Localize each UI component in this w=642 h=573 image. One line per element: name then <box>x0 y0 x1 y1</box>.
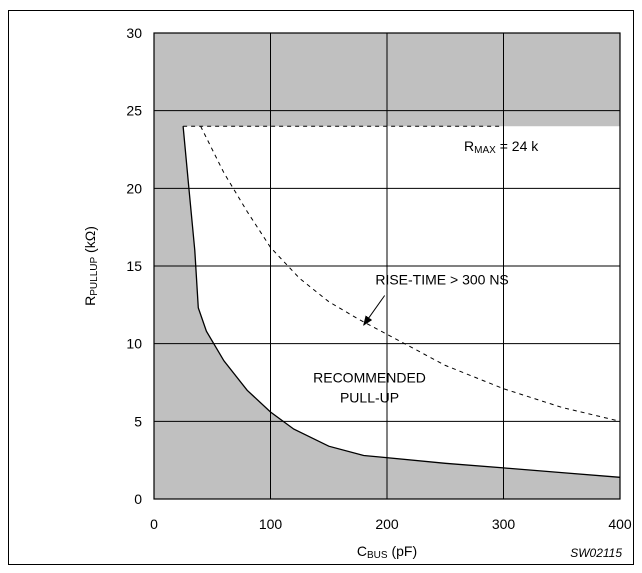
rise-time-annotation: RISE-TIME > 300 NS <box>375 272 508 288</box>
y-tick-label-10: 10 <box>126 336 142 352</box>
y-tick-label-30: 30 <box>126 25 142 41</box>
rise-time-arrow <box>363 295 386 326</box>
x-tick-label-100: 100 <box>259 516 283 532</box>
y-tick-label-25: 25 <box>126 103 142 119</box>
figure-id: SW02115 <box>570 546 622 560</box>
y-tick-label-0: 0 <box>134 491 142 507</box>
curves <box>182 125 621 478</box>
y-tick-label-5: 5 <box>134 413 142 429</box>
recommended-region <box>183 126 620 478</box>
minimum-pullup-curve <box>182 126 621 478</box>
plot-border <box>153 32 621 500</box>
tick-labels: 0 100 200 300 400 0 5 10 15 20 25 30 <box>126 25 631 532</box>
grid-lines <box>153 32 621 500</box>
y-tick-label-20: 20 <box>126 180 142 196</box>
y-tick-label-15: 15 <box>126 258 142 274</box>
x-axis-label: CBUS (pF) <box>357 543 417 561</box>
y-axis-label: RPULLUP (kΩ) <box>82 226 100 306</box>
x-tick-label-300: 300 <box>492 516 516 532</box>
rise-time-curve <box>200 125 621 422</box>
recommended-label-line2: PULL-UP <box>340 390 399 406</box>
x-tick-label-200: 200 <box>375 516 399 532</box>
recommended-label-line1: RECOMMENDED <box>313 370 426 386</box>
rmax-annotation: RMAX = 24 k <box>464 138 539 156</box>
x-tick-label-400: 400 <box>608 516 632 532</box>
x-tick-label-0: 0 <box>150 516 158 532</box>
